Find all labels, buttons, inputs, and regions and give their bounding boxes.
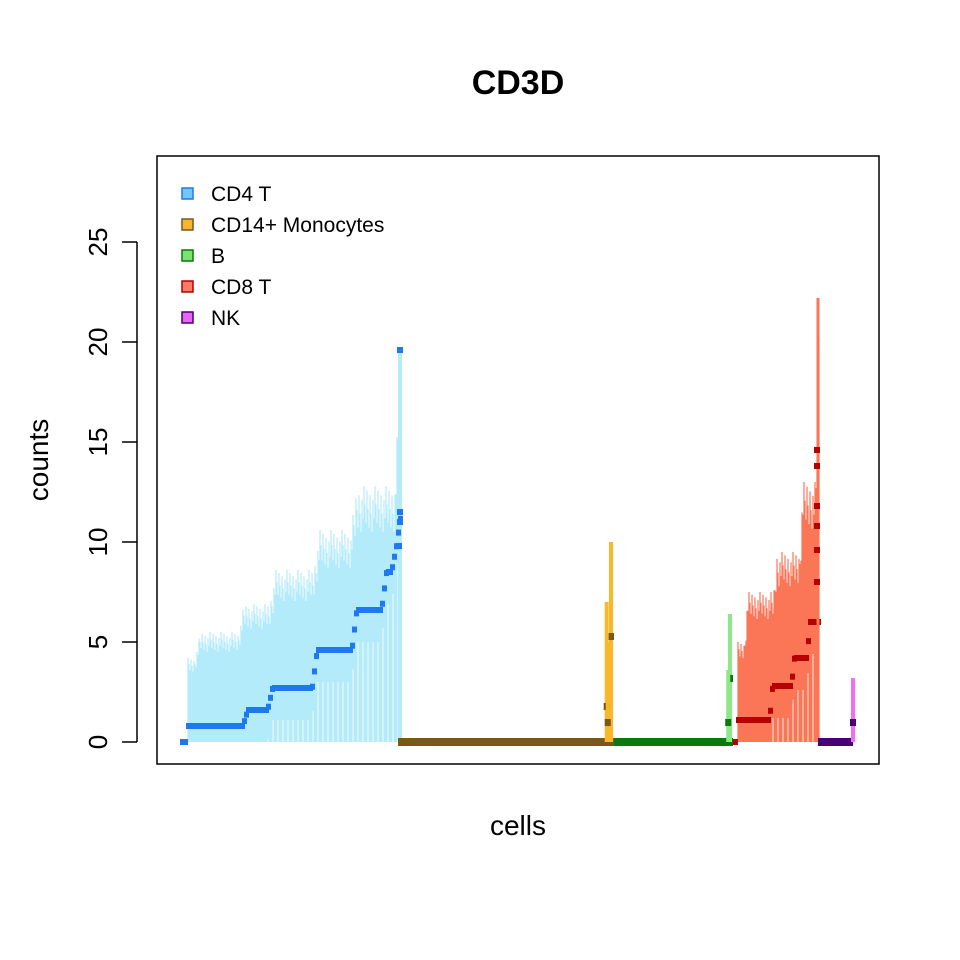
data-point xyxy=(790,673,795,680)
y-tick-label: 10 xyxy=(83,528,113,557)
legend-swatch xyxy=(181,249,194,262)
data-point xyxy=(378,607,383,613)
data-point xyxy=(310,683,315,690)
chart-title: CD3D xyxy=(472,64,565,102)
data-point xyxy=(266,703,271,710)
data-point xyxy=(725,719,732,726)
plot-frame xyxy=(156,155,880,765)
data-point xyxy=(814,579,820,585)
data-point xyxy=(382,585,387,592)
data-point xyxy=(806,638,811,645)
x-axis-label: cells xyxy=(490,810,546,841)
series-1 xyxy=(398,542,614,746)
data-point xyxy=(397,519,403,525)
data-point xyxy=(348,647,353,653)
series-4 xyxy=(818,678,856,746)
data-point xyxy=(850,719,856,726)
legend-label: B xyxy=(211,245,225,268)
series-3 xyxy=(733,298,821,745)
data-point xyxy=(240,723,245,729)
data-point xyxy=(354,610,359,617)
legend-swatch xyxy=(181,311,194,324)
data-point xyxy=(352,626,357,633)
data-point xyxy=(390,564,395,571)
data-point xyxy=(814,523,820,529)
data-point xyxy=(814,463,820,469)
y-axis: 0 5 10 15 20 25 xyxy=(83,228,138,749)
data-point xyxy=(397,509,403,515)
data-point xyxy=(314,653,319,660)
legend: CD4 T CD14+ Monocytes B CD8 T NK xyxy=(181,183,384,330)
y-tick-label: 0 xyxy=(83,735,113,749)
data-point xyxy=(788,683,793,689)
data-point xyxy=(392,553,397,560)
data-point xyxy=(396,543,402,549)
data-point xyxy=(388,569,393,575)
data-point xyxy=(396,529,401,536)
data-point xyxy=(350,642,355,649)
data-point xyxy=(768,707,773,714)
data-point xyxy=(398,515,403,522)
data-point xyxy=(814,547,820,553)
y-tick-label: 20 xyxy=(83,328,113,357)
data-point xyxy=(814,447,820,453)
y-tick-label: 5 xyxy=(83,635,113,649)
data-point xyxy=(397,347,403,353)
data-point xyxy=(380,600,385,607)
data-point xyxy=(268,694,273,701)
series-2 xyxy=(614,614,733,746)
legend-label: NK xyxy=(211,307,240,330)
legend-label: CD4 T xyxy=(211,183,271,206)
data-point xyxy=(804,655,809,661)
data-point xyxy=(814,503,820,509)
legend-swatch xyxy=(181,187,194,200)
data-point xyxy=(604,719,611,726)
legend-swatch xyxy=(181,218,194,231)
y-tick-label: 25 xyxy=(83,228,113,257)
plot-marks xyxy=(180,298,856,746)
data-point xyxy=(312,668,317,675)
data-point xyxy=(242,718,247,725)
legend-swatch xyxy=(181,280,194,293)
y-tick-label: 15 xyxy=(83,428,113,457)
data-point xyxy=(608,633,614,640)
data-point xyxy=(264,707,269,713)
data-point xyxy=(244,711,249,718)
y-axis-label: counts xyxy=(23,419,54,502)
data-point xyxy=(766,717,771,723)
legend-label: CD8 T xyxy=(211,276,271,299)
series-0 xyxy=(180,347,403,745)
legend-label: CD14+ Monocytes xyxy=(211,214,384,237)
